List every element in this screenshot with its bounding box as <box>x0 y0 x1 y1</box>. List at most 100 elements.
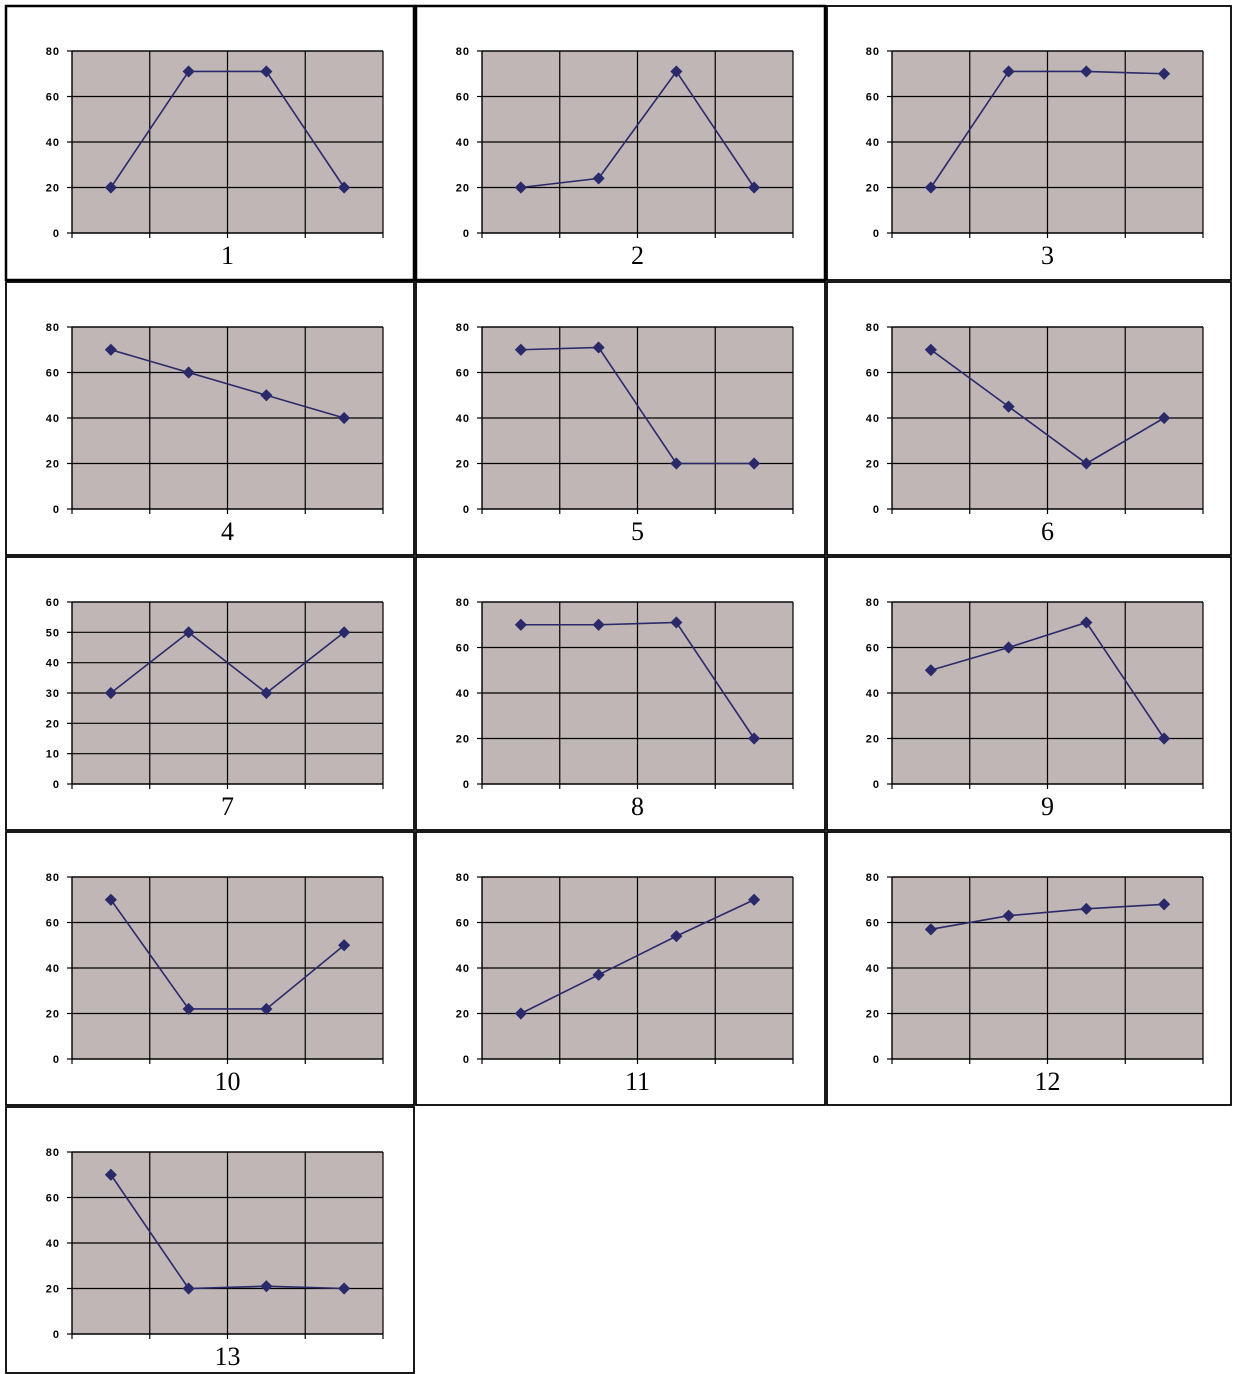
panel-number: 12 <box>1035 1067 1061 1096</box>
panel-number: 3 <box>1041 241 1054 270</box>
table-cells <box>4 4 1232 1374</box>
data-point-marker <box>514 1007 527 1020</box>
series-line <box>110 1174 345 1290</box>
data-point-marker <box>514 618 527 631</box>
data-point-marker <box>924 181 937 194</box>
data-point-marker <box>748 893 761 906</box>
series-line <box>520 346 755 465</box>
y-tick-label: 20 <box>866 1009 880 1021</box>
y-tick-label: 80 <box>456 597 470 609</box>
data-point-marker <box>670 930 683 943</box>
chart-panel: 0 20 40 60 80 3 <box>866 46 1204 270</box>
y-tick-label: 60 <box>46 368 60 380</box>
y-tick-label: 80 <box>866 597 880 609</box>
data-point-marker <box>1002 65 1015 78</box>
chart-panel: 0 20 40 60 80 12 <box>866 872 1204 1096</box>
series-line <box>110 899 345 1010</box>
y-tick-label: 40 <box>456 137 470 149</box>
data-point-marker <box>104 343 117 356</box>
data-point-marker <box>1158 411 1171 425</box>
data-point-marker <box>338 181 351 194</box>
table-cell <box>826 281 1232 556</box>
data-point-marker <box>924 923 937 936</box>
y-tick-label: 80 <box>866 46 880 58</box>
y-tick-label: 80 <box>456 46 470 58</box>
table-cell <box>826 831 1232 1106</box>
data-point-marker <box>748 457 761 470</box>
y-tick-label: 20 <box>46 718 60 730</box>
y-tick-label: 0 <box>873 1054 880 1066</box>
y-tick-label: 60 <box>866 918 880 930</box>
y-tick-label: 40 <box>46 1238 60 1250</box>
table-cell <box>5 281 415 556</box>
data-point-marker <box>1080 902 1093 915</box>
y-tick-label: 40 <box>46 658 60 670</box>
data-point-marker <box>182 626 195 639</box>
y-tick-label: 60 <box>46 597 60 609</box>
y-tick-label: 40 <box>866 963 880 975</box>
table-cell <box>5 831 415 1106</box>
y-tick-label: 60 <box>46 1193 60 1205</box>
series-line <box>110 348 345 419</box>
panel-number: 9 <box>1041 792 1054 821</box>
data-point-marker <box>924 343 937 356</box>
y-tick-label: 0 <box>463 504 470 516</box>
data-point-marker <box>670 65 683 78</box>
data-point-marker <box>1158 898 1171 911</box>
y-tick-label: 20 <box>456 1009 470 1021</box>
panel-number: 7 <box>221 792 234 821</box>
series-line <box>110 70 345 188</box>
data-point-marker <box>260 1280 273 1293</box>
series-line <box>930 903 1165 931</box>
chart-panel: 0 20 40 60 80 13 <box>46 1147 384 1371</box>
y-tick-label: 40 <box>866 413 880 425</box>
y-tick-label: 30 <box>46 688 60 700</box>
table-cell <box>826 556 1232 831</box>
chart-panel: 0 20 40 60 80 1 <box>46 46 384 270</box>
y-tick-label: 80 <box>866 322 880 334</box>
data-point-marker <box>748 181 761 194</box>
chart-panel: 0 20 40 60 80 2 <box>456 46 794 270</box>
data-point-marker <box>670 616 683 629</box>
table-cell <box>414 4 827 282</box>
y-tick-label: 80 <box>46 872 60 884</box>
y-tick-label: 40 <box>866 688 880 700</box>
charts-layer: 0204060801020406080202040608030204060804… <box>46 46 1204 1371</box>
data-point-marker <box>1002 909 1015 922</box>
y-tick-label: 80 <box>46 1147 60 1159</box>
data-point-marker <box>104 686 117 700</box>
data-point-marker <box>1080 457 1093 470</box>
y-tick-label: 80 <box>46 46 60 58</box>
chart-panel: 0 20 40 60 80 10 <box>46 872 384 1096</box>
panel-number: 13 <box>215 1342 241 1371</box>
data-point-marker <box>924 664 937 677</box>
data-point-marker <box>260 389 273 402</box>
y-tick-label: 80 <box>456 322 470 334</box>
panel-number: 8 <box>631 792 644 821</box>
data-point-marker <box>592 172 605 185</box>
y-tick-label: 0 <box>463 228 470 240</box>
y-tick-label: 60 <box>866 643 880 655</box>
y-tick-label: 40 <box>456 688 470 700</box>
data-point-marker <box>1158 67 1171 80</box>
chart-panel: 0 20 40 60 80 6 <box>866 322 1204 546</box>
y-tick-label: 20 <box>866 734 880 746</box>
data-point-marker <box>182 65 195 78</box>
panel-number: 6 <box>1041 517 1054 546</box>
chart-panel: 0 20 40 60 80 11 <box>456 872 794 1096</box>
data-point-marker <box>592 968 605 981</box>
data-point-marker <box>1080 65 1093 78</box>
chart-panel: 0 20 40 60 80 8 <box>456 597 794 821</box>
data-point-marker <box>182 366 195 379</box>
data-point-marker <box>104 181 117 194</box>
data-point-marker <box>1002 400 1015 413</box>
y-tick-label: 0 <box>873 504 880 516</box>
y-tick-label: 40 <box>46 137 60 149</box>
data-point-marker <box>260 1002 273 1016</box>
y-tick-label: 40 <box>46 963 60 975</box>
y-tick-label: 0 <box>53 779 60 791</box>
y-tick-label: 60 <box>456 92 470 104</box>
data-point-marker <box>104 893 117 906</box>
panel-number: 4 <box>221 517 234 546</box>
y-tick-label: 20 <box>456 183 470 195</box>
